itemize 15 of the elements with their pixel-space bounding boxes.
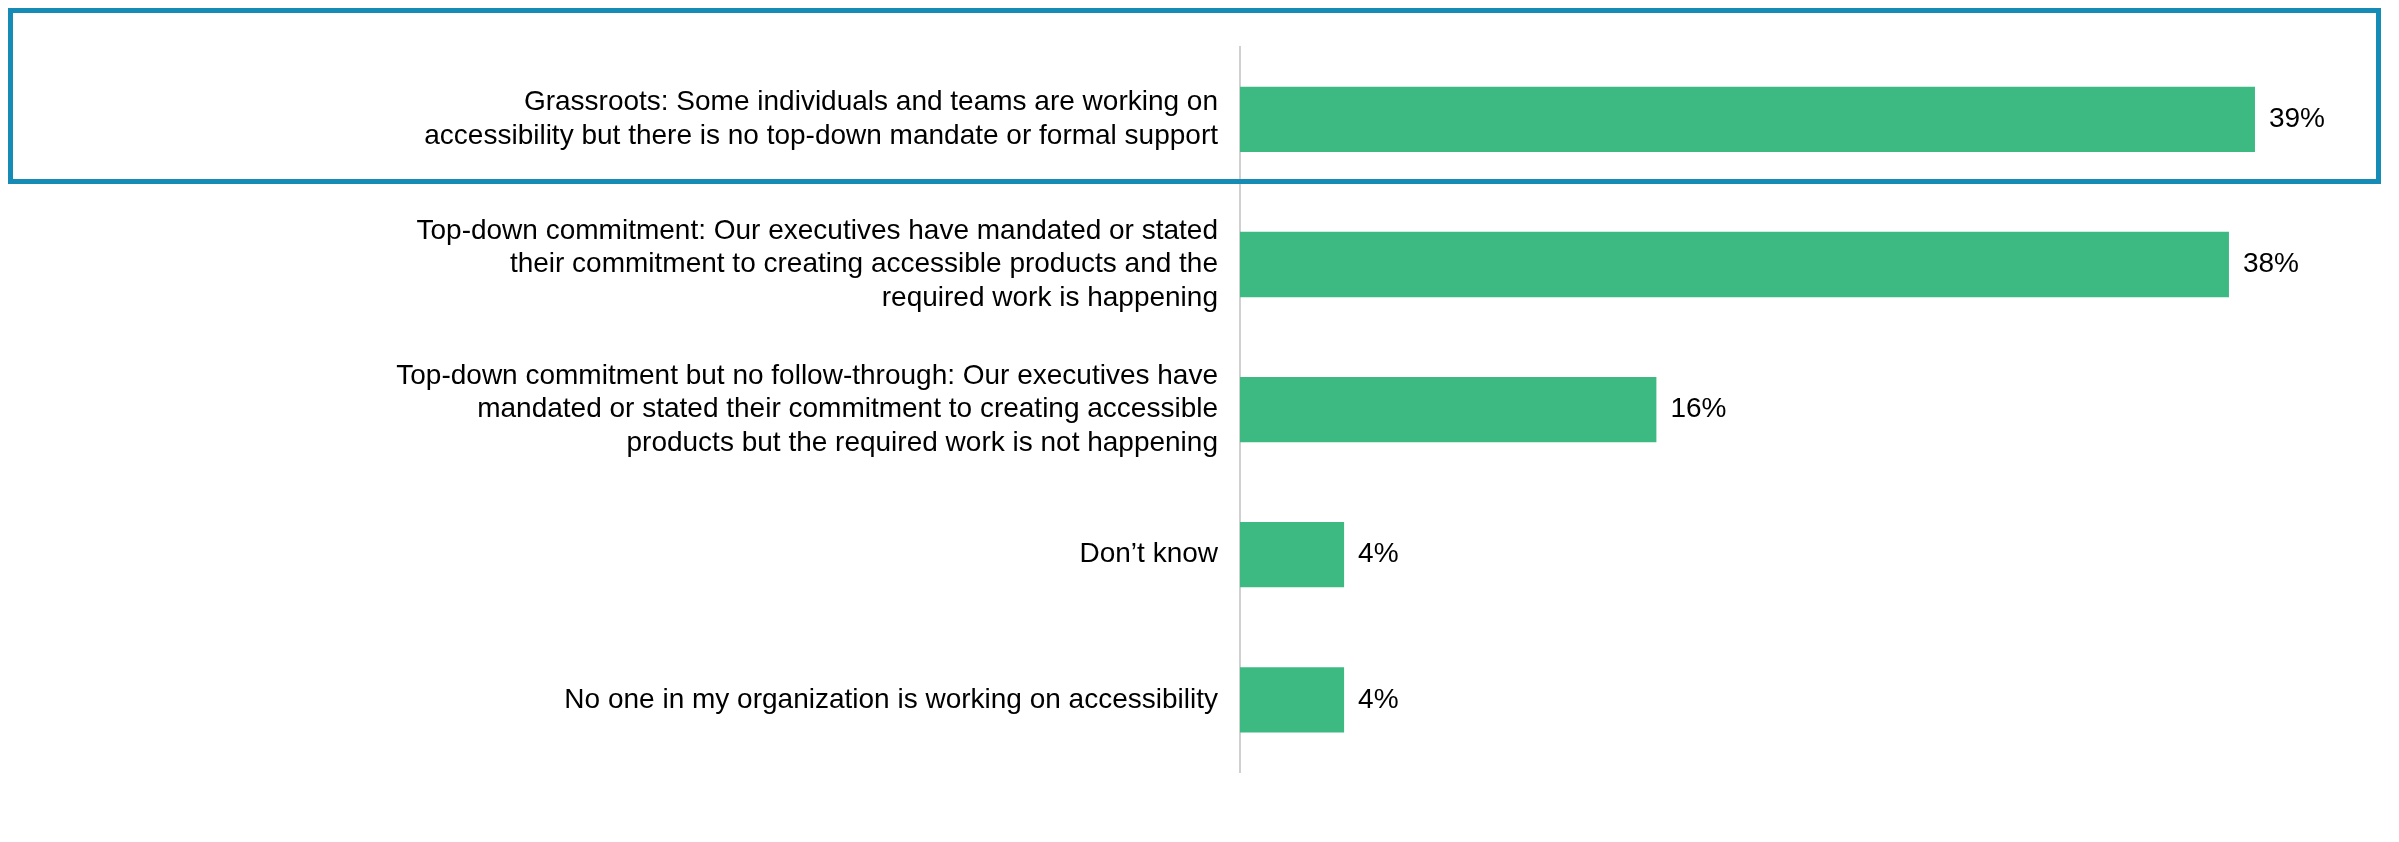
bar (1240, 231, 2229, 298)
y-tick-label: Don’t know (1079, 537, 1219, 569)
data-label: 4% (1358, 537, 1399, 569)
bar (1240, 376, 1657, 443)
y-tick-label: Top-down commitment: Our executives have mandated or stated their commitment to creating accessible products and the required work is happening (416, 213, 1218, 312)
data-label: 39% (2268, 102, 2326, 134)
data-label: 16% (1670, 392, 1727, 424)
bar (1240, 522, 1345, 588)
bar (1240, 86, 2255, 153)
data-label: 38% (2242, 247, 2299, 279)
y-tick-label: Top-down commitment but no follow-through: Our executives have mandated or stated their commitment to creating accessible products but the required work is not happening (396, 358, 1218, 457)
data-label: 4% (1358, 682, 1399, 714)
y-tick-label: No one in my organization is working on accessibility (564, 682, 1218, 714)
y-tick-label: Grassroots: Some individuals and teams are working on accessibility but there is no top-down mandate or formal support (424, 85, 1219, 150)
bar (1240, 667, 1345, 733)
